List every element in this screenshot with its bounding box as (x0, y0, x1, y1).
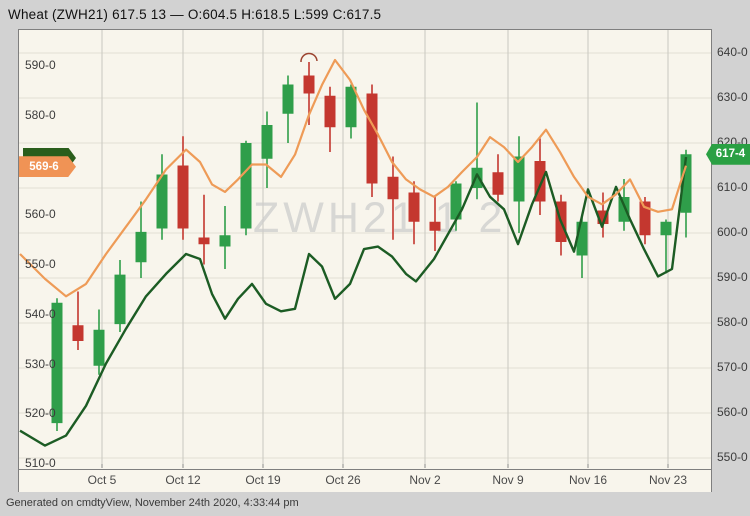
right-axis-label: 550-0 (717, 450, 748, 464)
chart-panel: ZWH21 1 2 Oct 5 Oct 12 Oct 19 Oct 26 Nov 2 No… (18, 29, 712, 492)
orange-overlay-line (19, 58, 688, 298)
dark-green-line (19, 156, 688, 447)
candle-up (282, 84, 294, 114)
right-axis-label: 640-0 (717, 45, 748, 59)
candle-down (429, 221, 441, 231)
chart-title-bar: Wheat (ZWH21) 617.5 13 — O:604.5 H:618.5… (0, 0, 750, 29)
right-axis-badge: 617-4 (706, 143, 750, 165)
right-axis-label: 580-0 (717, 315, 748, 329)
symbol-watermark: ZWH21 1 2 (253, 194, 506, 242)
candle-down (639, 201, 651, 236)
candle-down (534, 161, 546, 202)
left-axis-label: 560-0 (25, 207, 56, 222)
candle-up (450, 183, 462, 220)
right-axis-label: 600-0 (717, 225, 748, 239)
candle-up (618, 197, 630, 222)
right-axis-label: 590-0 (717, 270, 748, 284)
candle-up (261, 125, 273, 159)
right-axis-label: 570-0 (717, 360, 748, 374)
left-axis-label: 520-0 (25, 406, 56, 421)
candle-down (324, 95, 336, 128)
left-axis-label: 550-0 (25, 257, 56, 271)
candle-down (597, 210, 609, 224)
x-axis-label: Oct 19 (245, 473, 281, 487)
x-axis-label: Nov 23 (648, 473, 688, 487)
left-axis-label: 540-0 (25, 306, 56, 321)
left-axis-label: 590-0 (25, 58, 56, 72)
x-axis-label: Nov 9 (492, 473, 524, 487)
candle-up (51, 302, 63, 424)
x-axis-label: Oct 5 (87, 473, 117, 487)
candle-down (303, 75, 315, 94)
candle-up (219, 235, 231, 247)
right-axis-label: 560-0 (717, 405, 748, 419)
candle-up (471, 167, 483, 188)
right-axis-label: 630-0 (717, 90, 748, 104)
candle-down (408, 192, 420, 222)
candle-up (576, 221, 588, 256)
candle-up (135, 231, 147, 263)
right-badge-value: 617-4 (715, 148, 746, 161)
candle-up (660, 221, 672, 236)
left-axis-label: 580-0 (25, 107, 56, 122)
candle-down (198, 237, 210, 245)
candle-up (156, 174, 168, 229)
candle-up (345, 86, 357, 128)
candle-down (387, 176, 399, 200)
candle-up (240, 143, 252, 229)
candle-down (492, 172, 504, 195)
candle-up (114, 274, 126, 325)
x-axis-label: Oct 26 (325, 473, 361, 487)
left-axis-label: 530-0 (25, 356, 56, 371)
generated-timestamp: Generated on cmdtyView, November 24th 20… (6, 497, 299, 509)
candle-down (177, 165, 189, 229)
footer-bar: Generated on cmdtyView, November 24th 20… (0, 494, 750, 516)
candle-down (366, 93, 378, 184)
x-axis: Oct 5 Oct 12 Oct 19 Oct 26 Nov 2 Nov 9 Nov 16 N… (19, 469, 711, 492)
left-badge-value: 569-6 (29, 160, 59, 173)
candle-up (680, 154, 692, 213)
candle-up (93, 329, 105, 366)
candle-up (513, 156, 525, 202)
right-axis: 640-0 630-0 620-0 610-0 600-0 590-0 580-0 570-0… (712, 29, 750, 492)
price-chart[interactable]: ZWH21 1 2 (19, 30, 711, 469)
left-axis-label: 510-0 (25, 456, 56, 470)
right-axis-label: 610-0 (717, 180, 748, 194)
left-axis-badge: 569-6 (19, 156, 76, 178)
candle-down (72, 325, 84, 341)
x-axis-label: Nov 2 (409, 473, 441, 487)
chart-title: Wheat (ZWH21) 617.5 13 — O:604.5 H:618.5… (8, 7, 382, 22)
x-axis-label: Nov 16 (568, 473, 608, 487)
peak-arc-annotation (300, 52, 318, 63)
x-axis-label: Oct 12 (165, 473, 201, 487)
